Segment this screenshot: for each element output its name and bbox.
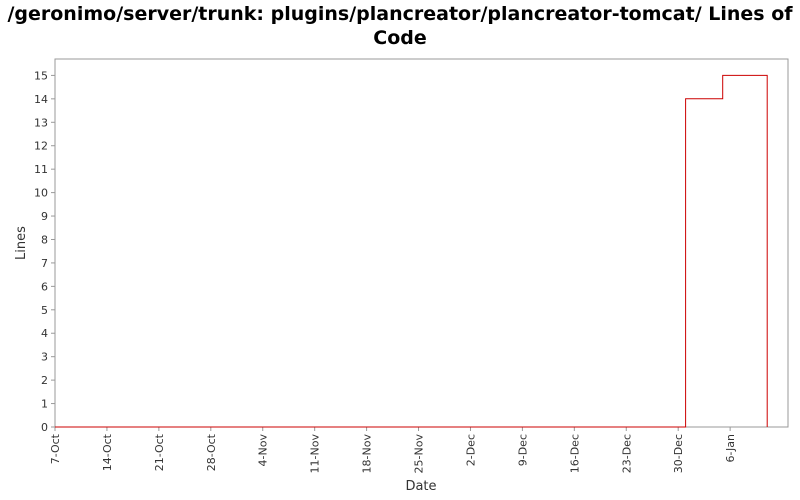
x-axis-label: Date	[405, 479, 436, 494]
chart-title: /geronimo/server/trunk: plugins/plancrea…	[0, 2, 800, 50]
chart-title-line-2: Code	[373, 27, 427, 49]
x-tick-label: 21-Oct	[153, 433, 166, 471]
x-tick-label: 25-Nov	[413, 434, 426, 474]
x-axis: 7-Oct 14-Oct 21-Oct 28-Oct 4-Nov 11-Nov 18-Nov…	[49, 427, 737, 473]
y-tick-label: 1	[41, 398, 48, 411]
x-tick-label: 9-Dec	[516, 434, 529, 466]
x-tick-label: 14-Oct	[101, 433, 114, 471]
x-tick-label: 18-Nov	[361, 434, 374, 474]
y-tick-label: 5	[41, 304, 48, 317]
y-tick-label: 8	[41, 233, 48, 246]
series-line	[55, 74, 768, 428]
chart-title-line-1: /geronimo/server/trunk: plugins/plancrea…	[7, 3, 793, 25]
series-layer	[55, 74, 768, 428]
y-tick-label: 11	[34, 163, 48, 176]
x-tick-label: 16-Dec	[568, 434, 581, 473]
x-tick-label: 11-Nov	[309, 434, 322, 474]
y-tick-label: 6	[41, 280, 48, 293]
y-tick-label: 13	[34, 116, 48, 129]
plot-area	[54, 58, 789, 428]
x-tick-label: 2-Dec	[464, 434, 477, 466]
y-tick-label: 15	[34, 69, 48, 82]
x-tick-label: 6-Jan	[724, 434, 737, 463]
y-tick-label: 3	[41, 351, 48, 364]
y-tick-label: 14	[34, 93, 48, 106]
y-tick-label: 7	[41, 257, 48, 270]
y-tick-label: 9	[41, 210, 48, 223]
y-tick-label: 10	[34, 187, 48, 200]
y-tick-label: 4	[41, 327, 48, 340]
y-tick-label: 2	[41, 374, 48, 387]
y-axis-label: Lines	[14, 226, 29, 260]
x-tick-label: 23-Dec	[620, 434, 633, 473]
x-tick-label: 4-Nov	[257, 434, 270, 467]
x-tick-label: 30-Dec	[672, 434, 685, 473]
x-tick-label: 7-Oct	[49, 433, 62, 464]
x-tick-label: 28-Oct	[205, 433, 218, 471]
y-tick-label: 0	[41, 421, 48, 434]
y-tick-label: 12	[34, 140, 48, 153]
